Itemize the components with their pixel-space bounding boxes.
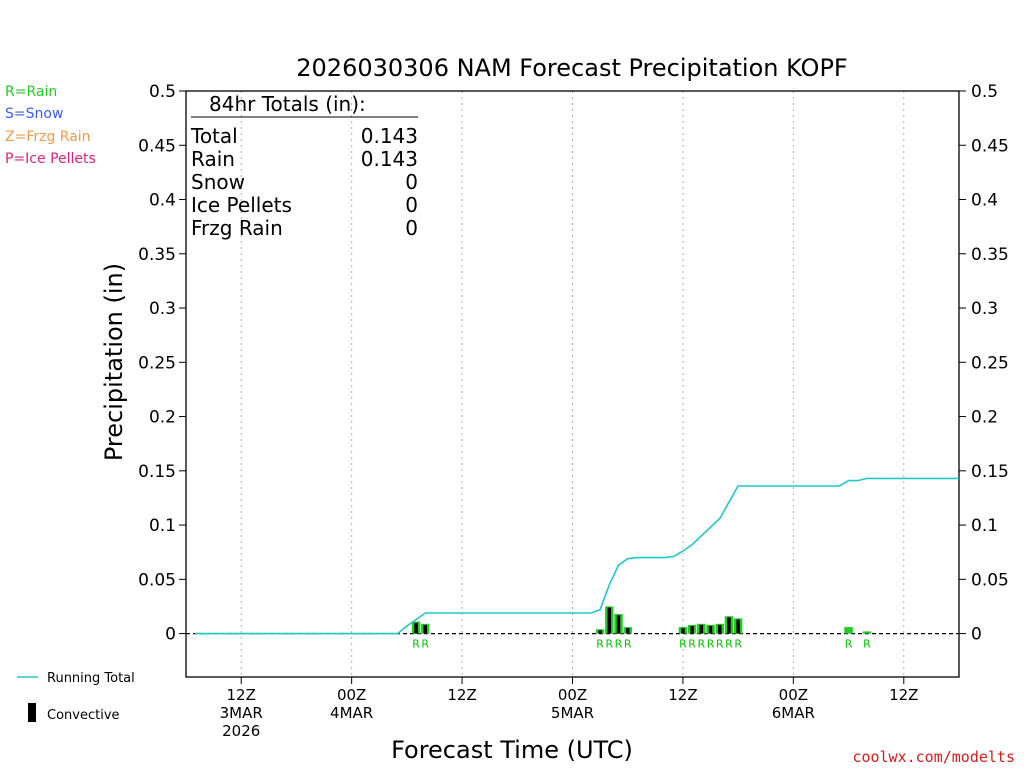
rain-bar bbox=[862, 631, 872, 634]
precip-bars bbox=[411, 606, 872, 634]
legend-ice-pellets: P=Ice Pellets bbox=[5, 151, 96, 167]
y-tick-label-left: 0.4 bbox=[149, 191, 176, 211]
bottom-legend: Running Total Convective bbox=[17, 671, 135, 723]
y-tick-label-right: 0.4 bbox=[971, 191, 998, 211]
precip-type-marker: R bbox=[716, 638, 724, 651]
y-tick-label-right: 0.5 bbox=[971, 82, 998, 102]
x-tick-label: 6MAR bbox=[772, 704, 815, 722]
y-axis: 0.5 0.5 0.45 0.45 0.4 0.4 0.35 0.35 0.3 0.3 0.25 0.… bbox=[138, 82, 1009, 645]
convective-bar bbox=[736, 619, 740, 634]
totals-heading: 84hr Totals (in): bbox=[209, 92, 366, 116]
x-tick-label: 2026 bbox=[222, 722, 260, 740]
running-total-line bbox=[195, 477, 959, 635]
precip-type-marker: R bbox=[412, 638, 420, 651]
totals-value-ice-pellets: 0 bbox=[405, 193, 418, 217]
precip-type-marker: R bbox=[707, 638, 715, 651]
convective-bar bbox=[699, 624, 704, 634]
y-tick-label-right: 0.25 bbox=[971, 353, 1009, 373]
x-axis-title: Forecast Time (UTC) bbox=[391, 736, 633, 764]
x-tick-label: 12Z bbox=[889, 686, 918, 704]
y-axis-title: Precipitation (in) bbox=[100, 263, 128, 461]
y-tick-label-right: 0.3 bbox=[971, 299, 998, 319]
y-tick-label-left: 0.35 bbox=[138, 245, 176, 265]
precip-type-marker: R bbox=[624, 638, 632, 651]
convective-bar bbox=[414, 622, 418, 634]
precip-type-marker: R bbox=[596, 638, 604, 651]
site-credit: coolwx.com/modelts bbox=[852, 748, 1015, 766]
totals-value-snow: 0 bbox=[405, 170, 418, 194]
totals-label-frzg-rain: Frzg Rain bbox=[191, 216, 283, 240]
convective-bar bbox=[708, 625, 713, 634]
totals-value-rain: 0.143 bbox=[361, 147, 418, 171]
y-tick-label-right: 0.1 bbox=[971, 516, 998, 536]
x-tick-label: 12Z bbox=[227, 686, 256, 704]
precip-type-marker: R bbox=[688, 638, 696, 651]
y-tick-label-right: 0.45 bbox=[971, 136, 1009, 156]
totals-label-total: Total bbox=[190, 124, 238, 148]
y-tick-label-left: 0.5 bbox=[149, 82, 176, 102]
chart-title: 2026030306 NAM Forecast Precipitation KO… bbox=[296, 54, 847, 82]
legend-frzg-rain: Z=Frzg Rain bbox=[5, 129, 91, 145]
y-tick-label-left: 0.15 bbox=[138, 462, 176, 482]
y-tick-label-right: 0.35 bbox=[971, 245, 1009, 265]
convective-label: Convective bbox=[47, 708, 120, 723]
x-tick-label: 3MAR bbox=[220, 704, 263, 722]
y-tick-label-right: 0.05 bbox=[971, 570, 1009, 590]
precip-type-marker: R bbox=[845, 638, 853, 651]
precip-type-marker: R bbox=[679, 638, 687, 651]
precip-type-marker: R bbox=[725, 638, 733, 651]
convective-swatch bbox=[28, 703, 36, 722]
plot-area bbox=[185, 90, 960, 678]
x-tick-label: 4MAR bbox=[330, 704, 373, 722]
y-tick-label-right: 0 bbox=[971, 625, 982, 645]
convective-bar bbox=[717, 624, 722, 634]
precip-type-marker: R bbox=[615, 638, 623, 651]
precip-type-marker: R bbox=[605, 638, 613, 651]
precip-type-marker: R bbox=[863, 638, 871, 651]
convective-bar bbox=[607, 607, 612, 634]
y-tick-label-left: 0 bbox=[165, 625, 176, 645]
y-tick-label-right: 0.2 bbox=[971, 408, 998, 428]
convective-bar bbox=[690, 625, 694, 634]
x-tick-label: 00Z bbox=[337, 686, 366, 704]
precip-type-marker: R bbox=[698, 638, 706, 651]
totals-value-total: 0.143 bbox=[361, 124, 418, 148]
y-tick-label-left: 0.25 bbox=[138, 353, 176, 373]
convective-bar bbox=[681, 628, 685, 634]
convective-bar bbox=[727, 617, 731, 634]
legend-snow: S=Snow bbox=[5, 106, 63, 122]
y-tick-label-left: 0.2 bbox=[149, 408, 176, 428]
legend-rain: R=Rain bbox=[5, 84, 57, 100]
y-tick-label-left: 0.05 bbox=[138, 570, 176, 590]
rain-bar bbox=[844, 627, 853, 634]
x-tick-label: 5MAR bbox=[551, 704, 594, 722]
x-tick-label: 12Z bbox=[668, 686, 697, 704]
totals-label-rain: Rain bbox=[191, 147, 235, 171]
x-tick-label: 00Z bbox=[558, 686, 587, 704]
y-tick-label-left: 0.3 bbox=[149, 299, 176, 319]
precip-type-legend: R=Rain S=Snow Z=Frzg Rain P=Ice Pellets bbox=[5, 84, 96, 167]
precip-type-marker: R bbox=[734, 638, 742, 651]
convective-bar bbox=[423, 624, 428, 634]
precip-type-marker: R bbox=[421, 638, 429, 651]
convective-bar bbox=[616, 615, 621, 634]
convective-bar bbox=[598, 630, 602, 634]
totals-box: 84hr Totals (in): Total 0.143 Rain 0.143… bbox=[190, 92, 418, 240]
y-tick-label-left: 0.1 bbox=[149, 516, 176, 536]
x-tick-label: 00Z bbox=[779, 686, 808, 704]
totals-label-snow: Snow bbox=[191, 170, 245, 194]
totals-value-frzg-rain: 0 bbox=[405, 216, 418, 240]
x-tick-label: 12Z bbox=[447, 686, 476, 704]
convective-bar bbox=[625, 628, 630, 634]
gridlines bbox=[240, 91, 905, 677]
y-tick-label-right: 0.15 bbox=[971, 462, 1009, 482]
running-total-label: Running Total bbox=[47, 671, 135, 686]
y-tick-label-left: 0.45 bbox=[138, 136, 176, 156]
totals-label-ice-pellets: Ice Pellets bbox=[191, 193, 292, 217]
